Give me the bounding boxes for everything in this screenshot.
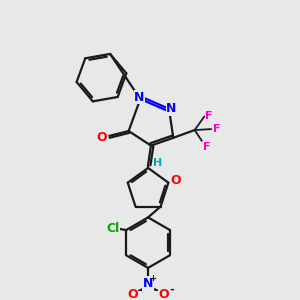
Text: F: F bbox=[213, 124, 221, 134]
Text: -: - bbox=[169, 285, 174, 295]
Text: O: O bbox=[171, 174, 182, 187]
Text: +: + bbox=[149, 274, 156, 283]
Text: N: N bbox=[134, 91, 145, 103]
Text: O: O bbox=[127, 288, 138, 300]
Text: Cl: Cl bbox=[106, 222, 119, 235]
Text: O: O bbox=[96, 131, 107, 144]
Text: N: N bbox=[166, 102, 176, 115]
Text: H: H bbox=[153, 158, 162, 168]
Text: O: O bbox=[158, 288, 169, 300]
Text: N: N bbox=[143, 277, 153, 290]
Text: F: F bbox=[206, 110, 213, 121]
Text: F: F bbox=[202, 142, 210, 152]
